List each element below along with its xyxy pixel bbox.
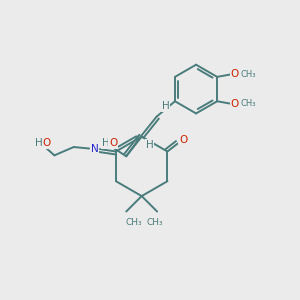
Text: H: H: [35, 138, 43, 148]
Text: H: H: [162, 101, 169, 111]
Text: O: O: [109, 138, 118, 148]
Text: O: O: [43, 138, 51, 148]
Text: CH₃: CH₃: [241, 99, 256, 108]
Text: CH₃: CH₃: [147, 218, 164, 227]
Text: O: O: [231, 69, 239, 79]
Text: N: N: [91, 143, 98, 154]
Text: CH₃: CH₃: [126, 218, 142, 227]
Text: CH₃: CH₃: [241, 70, 256, 79]
Text: O: O: [179, 135, 187, 145]
Text: H: H: [146, 140, 153, 150]
Text: O: O: [231, 99, 239, 109]
Text: H: H: [101, 138, 109, 148]
